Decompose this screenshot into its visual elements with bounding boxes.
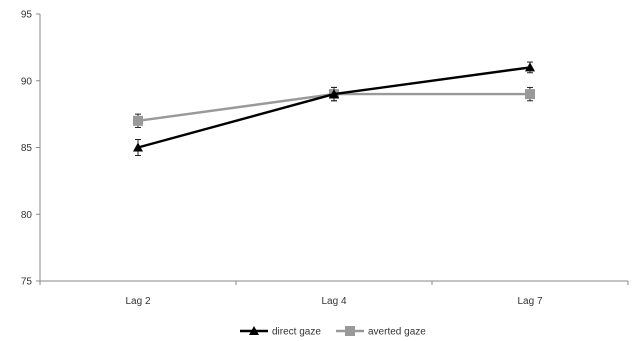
y-tick-label: 90 xyxy=(21,76,33,87)
x-ticks: Lag 2 Lag 4 Lag 7 xyxy=(39,281,629,307)
y-tick-label: 75 xyxy=(21,277,33,288)
y-ticks: 75 80 85 90 95 xyxy=(21,10,40,288)
axes xyxy=(39,14,628,282)
x-tick-label: Lag 7 xyxy=(517,296,542,307)
y-tick-label: 80 xyxy=(21,210,33,221)
legend: direct gaze averted gaze xyxy=(240,326,426,338)
data-point xyxy=(525,89,535,100)
legend-item-averted-gaze: averted gaze xyxy=(336,326,426,338)
x-tick-label: Lag 2 xyxy=(125,296,150,307)
legend-marker xyxy=(345,326,355,336)
series-line xyxy=(137,66,531,149)
data-point xyxy=(133,142,143,152)
x-tick-label: Lag 4 xyxy=(321,296,346,307)
data-point xyxy=(133,115,143,126)
y-tick-label: 85 xyxy=(21,143,33,154)
series-layer xyxy=(133,61,535,157)
legend-label: averted gaze xyxy=(368,327,426,338)
y-tick-label: 95 xyxy=(21,10,33,21)
legend-label: direct gaze xyxy=(272,327,321,338)
data-point xyxy=(525,62,535,72)
legend-item-direct-gaze: direct gaze xyxy=(240,326,321,338)
legend-marker xyxy=(249,326,259,335)
series-direct-gaze xyxy=(133,61,535,157)
data-point xyxy=(329,89,339,99)
